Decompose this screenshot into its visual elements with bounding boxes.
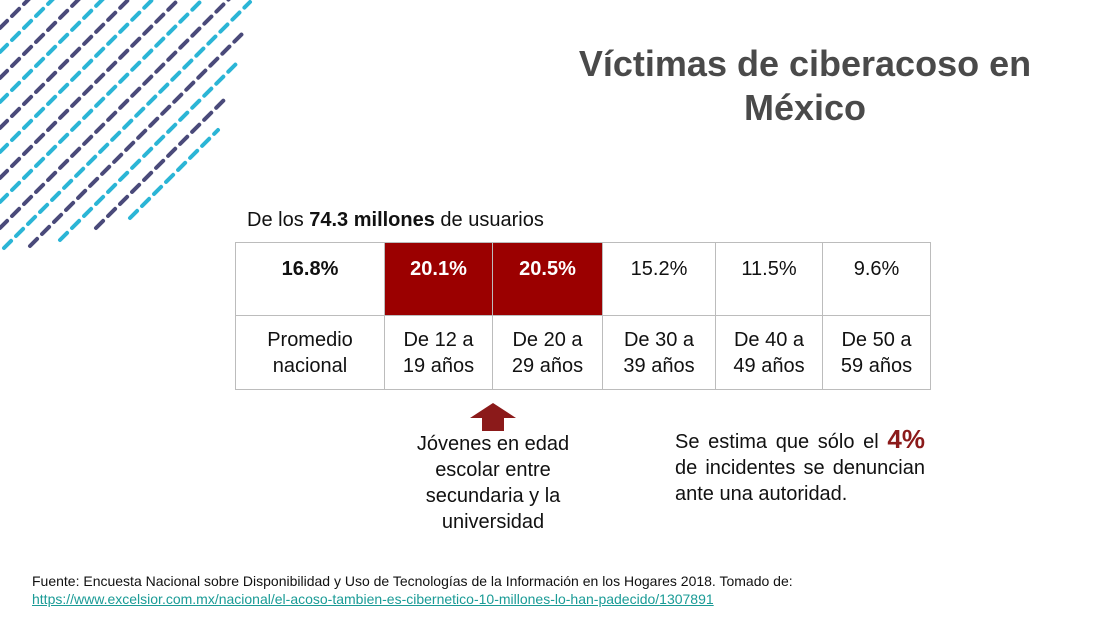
- label-line1: De 12 a: [403, 328, 474, 351]
- decorative-dashed-lines: [0, 0, 252, 250]
- label-30-39: De 30 a 39 años: [602, 315, 716, 390]
- pct-national: 16.8%: [235, 242, 385, 316]
- label-line2: 19 años: [402, 354, 475, 377]
- label-line1: Promedio: [267, 328, 353, 351]
- label-line1: De 50 a: [841, 328, 912, 351]
- arrow-up-icon: [470, 403, 516, 431]
- age-label-row: Promedio nacional De 12 a 19 años De 20 a 2…: [235, 315, 931, 390]
- source-citation: Fuente: Encuesta Nacional sobre Disponib…: [32, 572, 793, 608]
- source-text: Fuente: Encuesta Nacional sobre Disponib…: [32, 573, 793, 589]
- label-line2: 29 años: [511, 354, 584, 377]
- label-national: Promedio nacional: [235, 315, 385, 390]
- youth-callout: Jóvenes en edad escolar entre secundaria…: [395, 431, 591, 535]
- pct-30-39: 15.2%: [602, 242, 716, 316]
- pct-20-29: 20.5%: [492, 242, 603, 316]
- subtitle-highlight: 74.3 millones: [309, 209, 435, 231]
- page-title: Víctimas de ciberacoso en México: [578, 43, 1032, 128]
- label-50-59: De 50 a 59 años: [822, 315, 931, 390]
- age-group-table: 16.8% 20.1% 20.5% 15.2% 11.5% 9.6% Prome…: [235, 242, 931, 390]
- subtitle-suffix: de usuarios: [434, 209, 544, 231]
- label-line2: 39 años: [623, 354, 695, 377]
- estimate-highlight: 4%: [887, 424, 925, 454]
- label-40-49: De 40 a 49 años: [715, 315, 823, 390]
- youth-line3: secundaria y la: [425, 485, 561, 507]
- label-line1: De 30 a: [623, 328, 695, 351]
- estimate-suffix: de incidentes se denuncian ante una auto…: [675, 457, 925, 505]
- youth-line2: escolar entre: [435, 459, 551, 481]
- subtitle-prefix: De los: [247, 209, 310, 231]
- label-12-19: De 12 a 19 años: [384, 315, 493, 390]
- youth-line4: universidad: [441, 511, 545, 533]
- label-line2: 59 años: [840, 354, 913, 377]
- pct-40-49: 11.5%: [715, 242, 823, 316]
- source-link[interactable]: https://www.excelsior.com.mx/nacional/el…: [32, 591, 714, 607]
- label-line2: nacional: [272, 354, 348, 377]
- label-20-29: De 20 a 29 años: [492, 315, 603, 390]
- label-line1: De 20 a: [512, 328, 583, 351]
- label-line2: 49 años: [733, 354, 805, 377]
- report-estimate-callout: Se estima que sólo el 4% de incidentes s…: [675, 426, 925, 507]
- youth-line1: Jóvenes en edad: [416, 433, 570, 455]
- percentage-row: 16.8% 20.1% 20.5% 15.2% 11.5% 9.6%: [235, 242, 931, 316]
- estimate-prefix: Se estima que sólo el: [675, 431, 888, 453]
- users-subtitle: De los 74.3 millones de usuarios: [247, 209, 544, 232]
- pct-12-19: 20.1%: [384, 242, 493, 316]
- label-line1: De 40 a: [733, 328, 805, 351]
- pct-50-59: 9.6%: [822, 242, 931, 316]
